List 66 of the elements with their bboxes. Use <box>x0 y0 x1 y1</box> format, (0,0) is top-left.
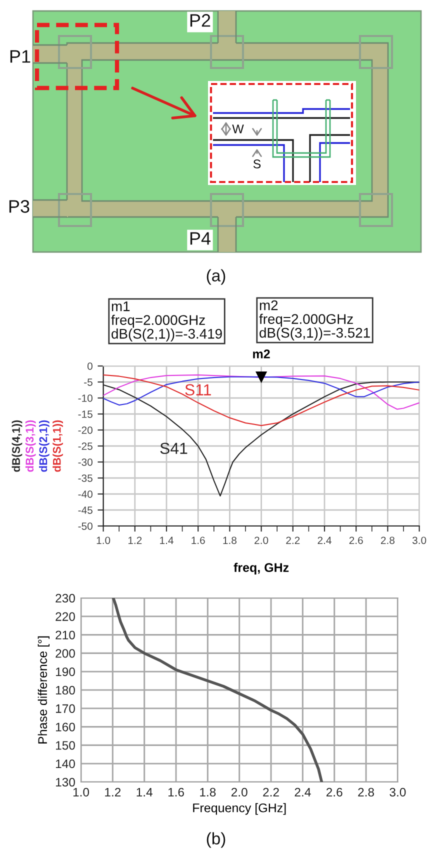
y-tick-label: 140 <box>56 759 75 768</box>
line-series <box>112 598 324 782</box>
y-tick-label: 230 <box>56 594 75 603</box>
x-axis-title: freq, GHz <box>234 562 289 574</box>
text: dB(S(3,1)) <box>25 420 36 472</box>
text: dB(S(2,1)) <box>39 420 50 472</box>
y-tick-label: -50 <box>78 522 92 530</box>
y-tick-label: 200 <box>56 649 75 658</box>
y-axis-title: Phase difference [°] <box>38 636 50 744</box>
annotation: S11 <box>185 384 211 396</box>
x-tick-label: 1.4 <box>136 788 152 796</box>
y-tick-label: 180 <box>56 686 75 695</box>
x-tick-label: 2.2 <box>263 788 279 796</box>
text: dB(S(1,1)) <box>52 420 63 472</box>
x-tick-label: 1.6 <box>168 788 184 797</box>
text: W <box>232 124 244 134</box>
x-tick-label: 1.0 <box>73 788 90 797</box>
y-tick-label: 170 <box>56 704 75 713</box>
y-tick-label: -20 <box>78 426 92 434</box>
x-tick-label: 1.2 <box>105 788 121 796</box>
x-tick-label: 2.0 <box>254 536 268 544</box>
text: dB(S(4,1)) <box>12 420 22 472</box>
y-tick-label: -30 <box>78 458 92 466</box>
text: P1 <box>10 50 30 63</box>
text: m1 freq=2.000GHz dB(S(2,1))=-3.419 <box>111 302 222 342</box>
y-tick-label: 220 <box>56 612 75 621</box>
x-tick-label: 2.8 <box>380 536 394 544</box>
y-tick-label: -15 <box>78 410 92 418</box>
line-series <box>103 374 420 426</box>
text: P2 <box>190 14 210 27</box>
x-tick-label: 1.8 <box>200 788 216 797</box>
y-tick-label: -10 <box>78 394 92 402</box>
x-tick-label: 3.0 <box>412 536 426 544</box>
text: P3 <box>9 200 30 213</box>
x-tick-label: 2.2 <box>286 536 300 544</box>
x-tick-label: 2.6 <box>326 788 342 797</box>
x-tick-label: 1.8 <box>223 536 236 544</box>
text: P4 <box>190 232 211 245</box>
x-tick-label: 2.4 <box>318 536 332 544</box>
y-tick-label: 0 <box>88 362 92 370</box>
annotation: S41 <box>160 442 188 454</box>
y-tick-label: -40 <box>78 490 92 498</box>
y-tick-label: -35 <box>78 474 92 482</box>
x-tick-label: 2.0 <box>231 788 248 797</box>
x-axis-title: Frequency [GHz] <box>193 803 286 815</box>
x-tick-label: 3.0 <box>390 788 406 797</box>
annotation: m2 <box>253 350 270 358</box>
x-tick-label: 2.4 <box>294 788 311 796</box>
y-tick-label: 190 <box>56 667 75 676</box>
x-tick-label: 1.6 <box>192 536 205 544</box>
x-tick-label: 2.6 <box>349 536 363 544</box>
text: (a) <box>206 269 226 285</box>
x-tick-label: 1.0 <box>96 536 110 544</box>
text: S <box>253 160 261 168</box>
x-tick-label: 2.8 <box>358 788 374 797</box>
y-tick-label: -45 <box>78 506 92 514</box>
x-tick-label: 1.4 <box>160 536 174 544</box>
text: m2 freq=2.000GHz dB(S(3,1))=-3.521 <box>259 300 370 340</box>
x-tick-label: 1.2 <box>128 536 142 544</box>
y-tick-label: 130 <box>56 778 75 787</box>
y-tick-label: -25 <box>78 442 92 450</box>
y-tick-label: -5 <box>84 378 92 386</box>
text: (b) <box>206 832 226 848</box>
y-tick-label: 210 <box>56 630 75 640</box>
y-tick-label: 160 <box>56 722 75 732</box>
y-tick-label: 150 <box>56 741 75 750</box>
